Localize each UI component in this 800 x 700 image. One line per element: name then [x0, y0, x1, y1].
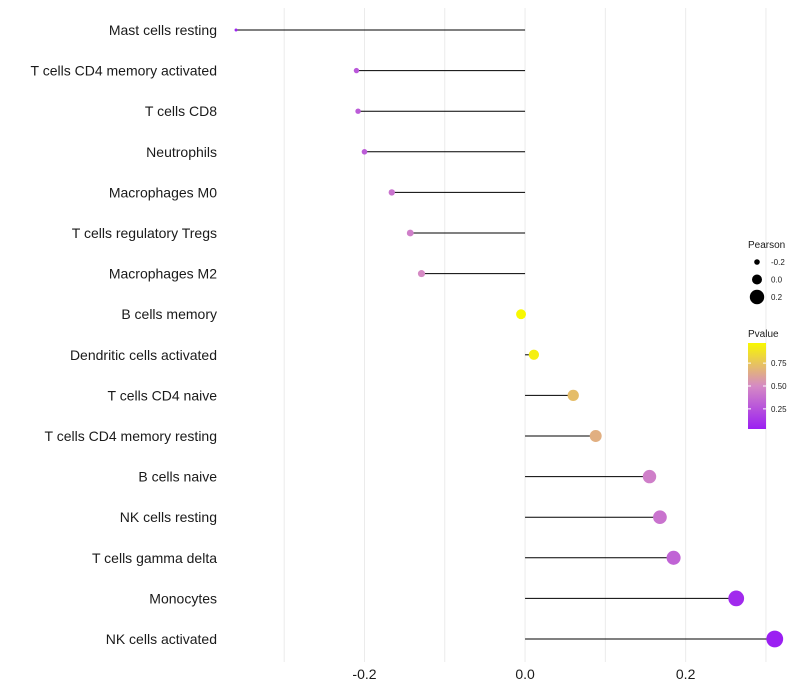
- data-point: [353, 67, 360, 74]
- category-label: T cells CD4 memory activated: [31, 63, 217, 79]
- data-point: [355, 108, 361, 114]
- category-label: T cells CD8: [145, 103, 217, 119]
- grid-lines: [283, 8, 767, 662]
- category-labels: Mast cells resting T cells CD4 memory act…: [31, 22, 218, 647]
- data-point: [528, 349, 540, 360]
- pearson-legend-title: Pearson: [748, 240, 785, 251]
- category-label: B cells memory: [121, 306, 217, 322]
- pearson-legend-label: -0.2: [771, 258, 785, 267]
- pearson-legend-label: 0.0: [771, 276, 783, 285]
- data-point: [516, 309, 526, 320]
- pearson-legend-label: 0.2: [771, 293, 783, 302]
- category-label: B cells naive: [138, 469, 217, 485]
- pvalue-legend-label: 0.75: [771, 359, 787, 368]
- data-point: [642, 469, 657, 484]
- data-point: [653, 510, 667, 525]
- data-point: [361, 149, 368, 155]
- category-label: Neutrophils: [146, 144, 217, 160]
- pearson-legend-key: [752, 274, 762, 285]
- data-point: [406, 229, 414, 237]
- pvalue-legend-label: 0.50: [771, 382, 787, 391]
- category-label: T cells CD4 memory resting: [45, 428, 217, 444]
- category-label: T cells gamma delta: [92, 550, 217, 566]
- x-tick-label: 0.2: [676, 666, 696, 682]
- category-label: Macrophages M0: [109, 184, 217, 200]
- category-label: NK cells activated: [106, 631, 217, 647]
- category-label: Dendritic cells activated: [70, 347, 217, 363]
- data-point: [417, 270, 426, 278]
- data-point: [766, 630, 784, 648]
- data-point: [728, 590, 745, 607]
- category-label: T cells CD4 naive: [108, 387, 218, 403]
- pearson-legend-key: [749, 289, 765, 305]
- pvalue-colorbar: [748, 343, 766, 429]
- data-point: [666, 550, 681, 565]
- category-label: NK cells resting: [120, 509, 217, 525]
- category-label: Monocytes: [149, 590, 217, 606]
- pvalue-legend: Pvalue 0.75 0.50 0.25: [748, 329, 787, 429]
- x-tick-label: 0.0: [515, 666, 535, 682]
- pvalue-legend-title: Pvalue: [748, 329, 779, 340]
- category-label: Mast cells resting: [109, 22, 217, 38]
- category-label: T cells regulatory Tregs: [72, 225, 217, 241]
- category-label: Macrophages M2: [109, 266, 217, 282]
- x-tick-label: -0.2: [352, 666, 376, 682]
- points: [234, 28, 784, 648]
- pearson-legend-key: [754, 259, 760, 265]
- data-point: [388, 189, 395, 196]
- data-point: [589, 430, 602, 442]
- stems: [236, 29, 775, 640]
- data-point: [234, 28, 238, 32]
- x-axis-ticks: -0.2 0.0 0.2: [352, 666, 695, 682]
- pvalue-legend-label: 0.25: [771, 405, 787, 414]
- pearson-legend: Pearson -0.2 0.0 0.2: [748, 240, 785, 305]
- data-point: [567, 389, 579, 402]
